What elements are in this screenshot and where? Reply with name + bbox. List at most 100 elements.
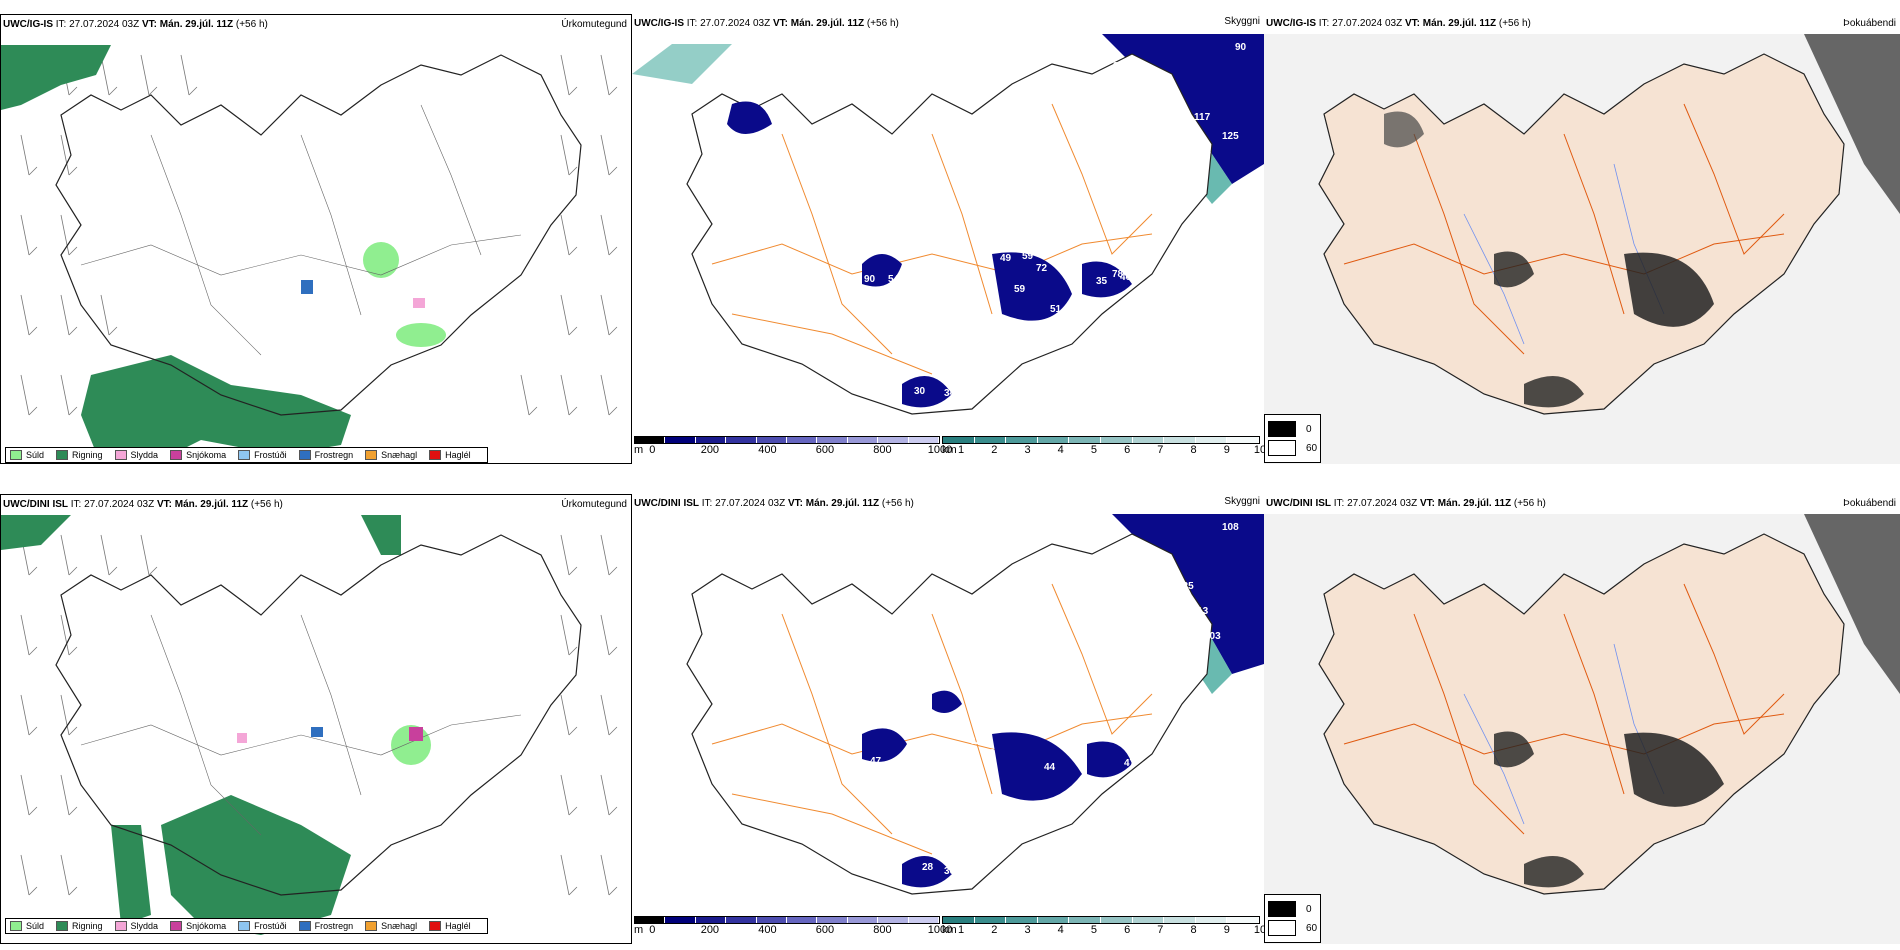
roads (711, 583, 1153, 855)
colorbar-swatch (726, 917, 757, 923)
legend-item: Haglél (429, 921, 471, 931)
visibility-value-label: 77 (1110, 788, 1122, 799)
visibility-value-label: 113 (1192, 606, 1209, 617)
precip-legend: Súld Rigning Slydda Snjókoma Frostúði Fr… (5, 447, 488, 463)
colorbar-tick-label: 1 (958, 924, 965, 936)
product-title: Úrkomutegund (561, 19, 627, 30)
panel-header: UWC/DINI ISL IT: 27.07.2024 03Z VT: Mán.… (3, 499, 283, 510)
rain-area (111, 825, 151, 925)
colorbar-swatch (695, 917, 727, 923)
colorbar-tick-label: 1 (958, 444, 965, 456)
rain-area (161, 795, 351, 935)
colorbar-tick-label: 10 (1253, 924, 1264, 936)
roads (711, 103, 1153, 375)
visibility-value-label: 35 (1059, 816, 1071, 827)
colorbar-tick-label: 400 (758, 444, 777, 456)
colorbar-swatch (695, 437, 727, 443)
colorbar-swatch (635, 437, 666, 443)
visibility-value-label: 44 (1044, 762, 1056, 773)
precip-map (1, 45, 618, 463)
colorbar-swatch (817, 917, 848, 923)
visibility-value-label: 59 (1014, 284, 1026, 295)
visibility-panel-top: UWC/IG-IS IT: 27.07.2024 03Z VT: Mán. 29… (632, 14, 1264, 464)
colorbar-swatch (1006, 917, 1038, 923)
visibility-value-label: 35 (1096, 276, 1108, 287)
colorbar-tick-label: 1000 (927, 444, 953, 456)
product-title: Skyggni (1224, 16, 1260, 27)
colorbar-tick-label: 8 (1190, 444, 1197, 456)
visibility-value-label: 53 (932, 246, 944, 257)
coastline (1318, 53, 1845, 415)
colorbar-tick-label: 0 (649, 444, 656, 456)
colorbar-tick-label: 9 (1223, 444, 1230, 456)
panel-header: UWC/IG-IS IT: 27.07.2024 03Z VT: Mán. 29… (1266, 18, 1531, 29)
legend-item: Rigning (56, 450, 103, 460)
product-title: Þokuábendi (1843, 498, 1896, 509)
colorbar-swatch (1069, 437, 1101, 443)
visibility-value-label: 77 (1200, 151, 1212, 162)
legend-item: Frostúði (238, 450, 287, 460)
colorbar-swatch (787, 917, 818, 923)
visibility-value-label: 103 (1204, 631, 1221, 642)
roads (1343, 583, 1785, 835)
panel-header: UWC/DINI ISL IT: 27.07.2024 03Z VT: Mán.… (634, 498, 914, 509)
colorbar-swatch (1227, 917, 1259, 923)
panel-header: UWC/IG-IS IT: 27.07.2024 03Z VT: Mán. 29… (3, 19, 268, 30)
colorbar-swatch (1195, 917, 1228, 923)
visibility-colorbar-km: km 1 2 3 4 5 6 7 8 9 10 (942, 436, 1264, 456)
fog-map (1264, 34, 1900, 464)
colorbar-swatch (1164, 437, 1196, 443)
visibility-value-label: 104 (1132, 546, 1149, 557)
colorbar-tick-label: 8 (1190, 924, 1197, 936)
colorbar-tick-label: 5 (1090, 924, 1097, 936)
legend-item: Frostregn (298, 921, 353, 931)
legend-item: Frostúði (238, 921, 287, 931)
legend-item: Frostregn (298, 450, 353, 460)
colorbar-swatch (1037, 917, 1070, 923)
colorbar-tick-label: 5 (1090, 444, 1097, 456)
colorbar-tick-label: 6 (1124, 924, 1131, 936)
colorbar-swatch (1037, 437, 1070, 443)
colorbar-swatch (1100, 917, 1133, 923)
colorbar-swatch (974, 917, 1007, 923)
colorbar-unit: km (942, 924, 957, 936)
colorbar-swatch (1132, 917, 1165, 923)
colorbar-swatch (1164, 917, 1196, 923)
rain-area (1, 45, 111, 110)
colorbar-swatch (1132, 437, 1165, 443)
fog-indicator-panel-bottom: UWC/DINI ISL IT: 27.07.2024 03Z VT: Mán.… (1264, 494, 1900, 944)
colorbar-tick-label: 3 (1024, 444, 1031, 456)
legend-item: Snæhagl (365, 921, 417, 931)
visibility-value-label: 108 (1222, 522, 1239, 533)
colorbar-unit: m (634, 924, 644, 936)
colorbar-tick-label: 10 (1253, 444, 1264, 456)
roads (80, 614, 522, 836)
colorbar-tick-label: 6 (1124, 444, 1131, 456)
coastline (686, 533, 1213, 895)
colorbar-tick-label: 400 (758, 924, 777, 936)
visibility-value-label: 47 (1124, 758, 1136, 769)
colorbar-swatch (1069, 917, 1101, 923)
precip-map (1, 515, 618, 935)
colorbar-swatch (908, 917, 940, 923)
product-title: Þokuábendi (1843, 18, 1896, 29)
colorbar-tick-label: 7 (1157, 444, 1164, 456)
visibility-value-label: 78 (1112, 269, 1124, 280)
colorbar-swatch (1195, 437, 1228, 443)
colorbar-swatch (878, 917, 909, 923)
colorbar-swatch (908, 437, 940, 443)
legend-item: Snæhagl (365, 450, 417, 460)
coastline (55, 534, 582, 896)
visibility-value-label: 34 (944, 388, 956, 399)
colorbar-swatch (1227, 437, 1259, 443)
colorbar-tick-label: 2 (991, 924, 998, 936)
visibility-panel-bottom: UWC/DINI ISL IT: 27.07.2024 03Z VT: Mán.… (632, 494, 1264, 944)
visibility-value-label: 54 (888, 274, 900, 285)
legend-item: Slydda (114, 450, 158, 460)
visibility-value-label: 62 (970, 736, 982, 747)
product-title: Úrkomutegund (561, 499, 627, 510)
colorbar-tick-label: 600 (815, 924, 835, 936)
rain-area (1, 515, 71, 550)
